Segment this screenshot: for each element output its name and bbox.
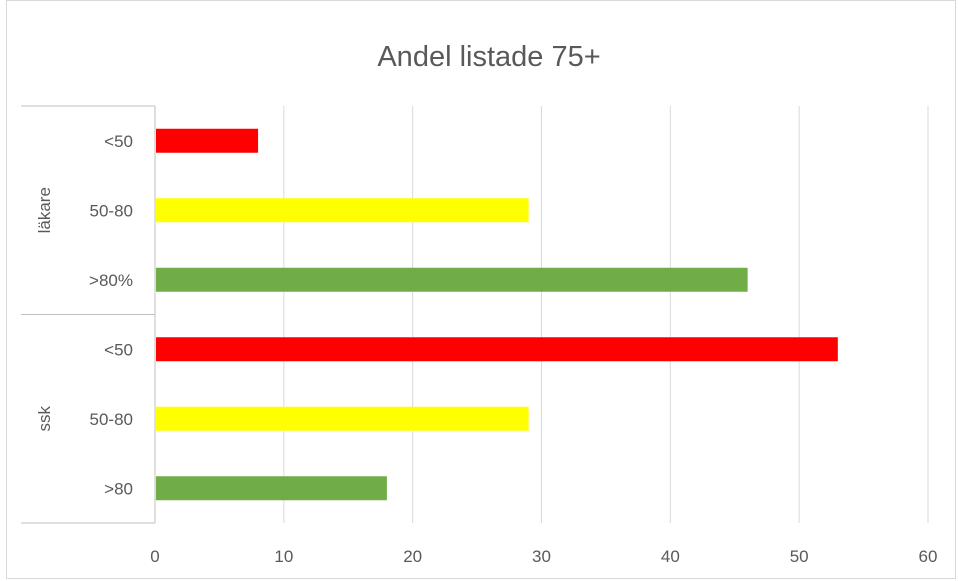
category-labels: läkare <50 50-80 >80% ssk <50 50-80 >80 <box>35 132 133 499</box>
group-label: läkare <box>35 187 54 233</box>
category-label: 50-80 <box>90 201 133 220</box>
bars <box>156 128 838 501</box>
x-tick-label: 50 <box>790 547 809 566</box>
chart-title: Andel listade 75+ <box>377 41 600 73</box>
group-label: ssk <box>35 406 54 432</box>
bar <box>156 267 748 292</box>
category-label: <50 <box>104 132 133 151</box>
bar <box>156 198 529 223</box>
bar <box>156 128 259 153</box>
category-label: >80 <box>104 479 133 498</box>
category-label: 50-80 <box>90 410 133 429</box>
category-label: <50 <box>104 340 133 359</box>
bar <box>156 337 838 362</box>
bar <box>156 476 387 501</box>
gridlines <box>283 106 929 523</box>
x-tick-label: 60 <box>919 547 938 566</box>
axes <box>21 105 156 524</box>
x-tick-label: 20 <box>403 547 422 566</box>
x-tick-labels: 0 10 20 30 40 50 60 <box>150 547 937 566</box>
x-tick-label: 0 <box>150 547 159 566</box>
x-tick-label: 40 <box>661 547 680 566</box>
category-label: >80% <box>89 271 133 290</box>
bar <box>156 406 529 431</box>
x-tick-label: 30 <box>532 547 551 566</box>
x-tick-label: 10 <box>274 547 293 566</box>
